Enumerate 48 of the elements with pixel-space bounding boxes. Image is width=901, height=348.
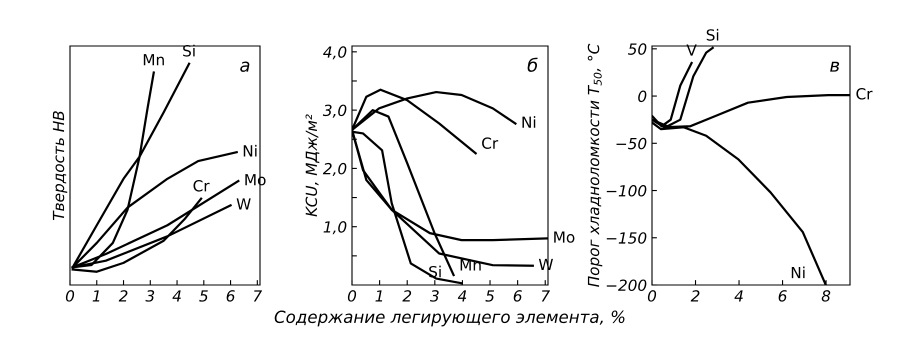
x-axis-title: Содержание легирующего элемента, % [274, 310, 624, 326]
y-axis-title: Твердость НВ [52, 111, 68, 220]
x-tick-label: 6 [514, 290, 522, 302]
x-tick-label: 2 [690, 290, 700, 302]
x-tick-label: 6 [778, 290, 787, 302]
annotation: б [528, 58, 538, 72]
y-tick-label: 3,0 [322, 104, 346, 118]
x-tick-label: 4 [734, 290, 743, 302]
y-tick-label: −200 [606, 279, 646, 292]
series-label: Cr [194, 180, 210, 192]
x-tick-label: 7 [254, 290, 262, 302]
x-tick-label: 0 [348, 290, 356, 302]
series-label: Mo [554, 231, 574, 243]
y-tick-label: 1,0 [324, 221, 346, 234]
y-tick-label: −150 [606, 232, 646, 244]
y-tick-label: −50 [616, 138, 646, 150]
x-tick-label: 8 [822, 290, 830, 302]
x-tick-label: 1 [375, 290, 382, 302]
x-tick-label: 3 [145, 290, 154, 302]
x-tick-label: 5 [199, 290, 208, 302]
series-label: Ni [522, 116, 536, 128]
y-axis-title: Порог хладноломкости T$_{50}$, °C [588, 44, 602, 287]
series-label: Ni [244, 144, 257, 156]
y-tick-label: 0 [638, 90, 646, 102]
x-tick-label: 4 [172, 290, 181, 302]
y-tick-label: 2,0 [322, 162, 346, 176]
x-tick-label: 3 [430, 290, 439, 302]
y-tick-label: 4,0 [323, 46, 346, 60]
y-tick-label: 50 [628, 43, 646, 55]
x-tick-label: 7 [542, 290, 550, 302]
annotation: в [830, 62, 840, 72]
x-tick-label: 0 [66, 290, 74, 302]
series-label: Ni [792, 266, 805, 278]
x-tick-label: 5 [485, 290, 494, 302]
series-label: Si [706, 28, 718, 41]
series-label: W [236, 198, 251, 210]
series-label: Cr [856, 88, 873, 100]
x-tick-label: 1 [92, 290, 100, 302]
x-tick-label: 6 [226, 290, 235, 302]
series-label: Mn [144, 54, 164, 66]
annotation: а [240, 62, 250, 72]
y-tick-label: −100 [606, 185, 646, 197]
x-tick-label: 2 [402, 290, 412, 302]
x-tick-label: 2 [118, 290, 128, 302]
x-tick-label: 0 [648, 290, 656, 302]
y-axis-title: KCU, МДж/м² [306, 114, 320, 217]
x-tick-label: 4 [458, 290, 466, 302]
series-label: Cr [482, 137, 498, 149]
